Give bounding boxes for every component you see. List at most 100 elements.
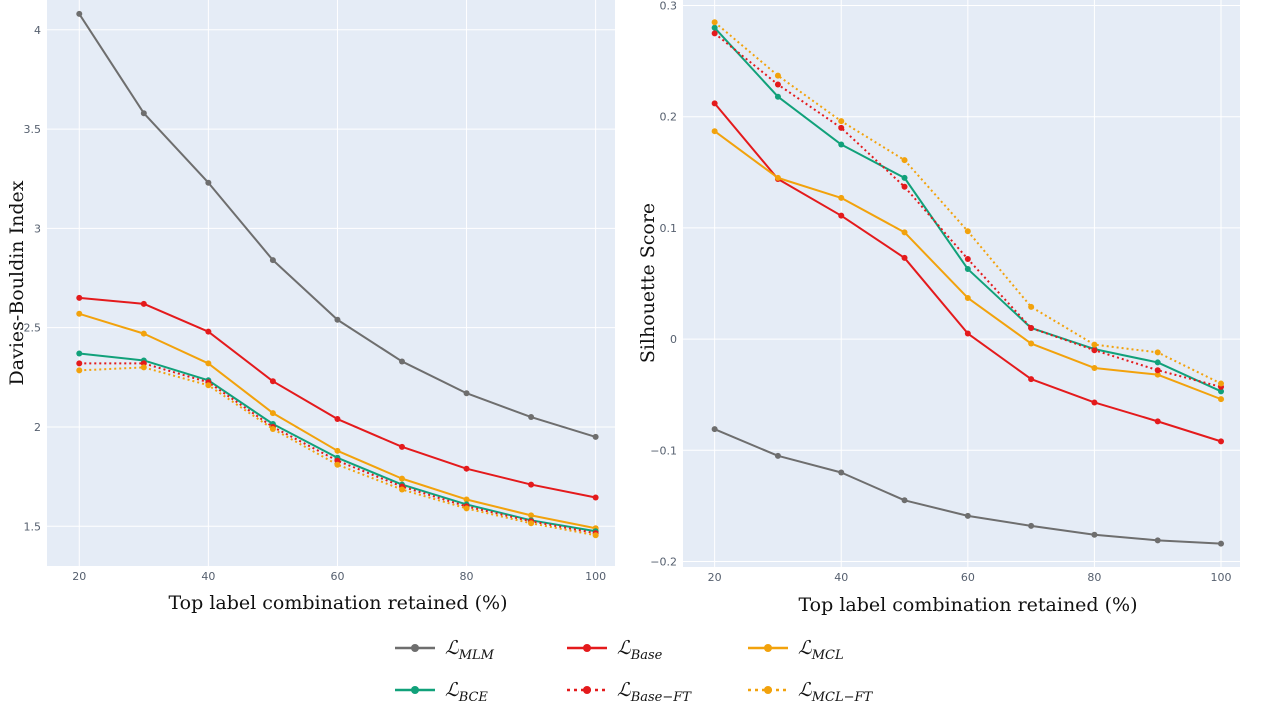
data-point-mlm — [76, 10, 83, 17]
y-tick-label: 4 — [34, 24, 41, 37]
x-tick-label: 100 — [585, 570, 606, 583]
data-point-mcl_ft — [1154, 349, 1161, 356]
data-point-base — [399, 443, 405, 450]
legend-label-subscript: MLM — [458, 648, 495, 663]
data-point-mcl_ft — [838, 118, 845, 125]
data-point-base_ft — [1028, 324, 1035, 331]
data-point-mcl — [838, 194, 845, 201]
data-point-mcl_ft — [76, 367, 83, 374]
legend-item-mlm: ℒMLM — [395, 637, 495, 663]
data-point-base_ft — [901, 183, 908, 190]
data-point-mcl_ft — [269, 425, 276, 432]
y-tick-label: 0.2 — [660, 111, 678, 124]
legend-item-mcl: ℒMCL — [748, 637, 844, 663]
data-point-base — [592, 494, 599, 501]
series-mlm — [711, 426, 1225, 547]
data-point-bce — [1218, 388, 1225, 395]
x-tick-label: 80 — [1087, 571, 1101, 584]
data-point-mcl — [901, 229, 908, 236]
data-point-mlm — [838, 469, 845, 476]
chart-panel-2: 20 40 60 80 100 −0.2 −0.1 0 0.1 0.2 0.3 Top label c… — [637, 0, 1240, 616]
data-point-mcl_ft — [205, 382, 212, 389]
data-point-mcl_ft — [528, 520, 535, 527]
data-point-base — [205, 328, 212, 335]
data-point-mcl — [964, 294, 971, 301]
y-axis-title: Davies-Bouldin Index — [6, 180, 28, 385]
data-point-base — [76, 294, 83, 301]
series-mcl_ft — [76, 364, 599, 539]
data-point-base — [1028, 376, 1035, 383]
data-point-mlm — [774, 452, 781, 459]
x-tick-label: 60 — [330, 570, 344, 583]
data-point-mcl — [140, 330, 147, 337]
x-tick-label: 20 — [708, 571, 722, 584]
series-base_ft — [711, 30, 1225, 390]
data-point-mcl — [269, 410, 276, 417]
x-tick-label: 100 — [1211, 571, 1232, 584]
legend-label: ℒBase−FT — [617, 679, 692, 705]
x-tick-label: 40 — [201, 570, 215, 583]
data-point-mlm — [901, 497, 908, 504]
legend-label: ℒBCE — [445, 679, 488, 705]
data-point-base — [901, 254, 908, 261]
series-mlm — [76, 10, 599, 440]
data-point-mlm — [964, 512, 971, 519]
legend-swatch-marker — [411, 686, 419, 694]
data-point-base — [838, 212, 845, 219]
data-point-mcl — [399, 475, 405, 482]
data-point-mcl_ft — [399, 486, 405, 493]
y-tick-label: 2 — [34, 421, 41, 434]
y-tick-label: 0 — [670, 333, 677, 346]
data-point-mcl — [528, 512, 535, 519]
legend-label-subscript: Base — [630, 648, 663, 663]
data-point-bce — [76, 350, 83, 357]
y-tick-label: 2.5 — [24, 322, 42, 335]
data-point-bce — [838, 141, 845, 148]
data-point-base — [1154, 418, 1161, 425]
data-point-mcl_ft — [964, 228, 971, 235]
data-point-mcl — [1154, 371, 1161, 378]
data-point-mlm — [463, 390, 470, 397]
legend-swatch-marker — [764, 686, 772, 694]
data-point-base_ft — [774, 81, 781, 88]
data-point-base — [964, 330, 971, 337]
series-base — [76, 294, 599, 501]
legend-label-subscript: BCE — [458, 690, 489, 705]
series-mcl — [711, 128, 1225, 403]
y-tick-label: 1.5 — [24, 520, 42, 533]
data-point-mcl_ft — [774, 72, 781, 79]
data-point-mlm — [711, 426, 718, 433]
legend-item-base: ℒBase — [567, 637, 663, 663]
data-point-mcl — [1091, 364, 1098, 371]
data-point-mcl_ft — [901, 157, 908, 164]
data-point-bce — [964, 266, 971, 273]
data-point-base_ft — [964, 256, 971, 263]
legend-label: ℒMCL — [798, 637, 844, 663]
data-point-mcl_ft — [334, 461, 341, 468]
series-line-base_ft — [79, 362, 596, 535]
data-point-mcl_ft — [1218, 380, 1225, 387]
legend-swatch-marker — [764, 644, 772, 652]
x-tick-label: 60 — [961, 571, 975, 584]
y-tick-label: 3 — [34, 222, 41, 235]
data-point-mcl_ft — [463, 505, 470, 512]
legend-label-subscript: Base−FT — [630, 690, 693, 705]
data-point-base_ft — [1091, 347, 1098, 354]
data-point-mcl_ft — [711, 19, 718, 26]
legend-item-bce: ℒBCE — [395, 679, 488, 705]
chart-panel-1: 20 40 60 80 100 1.5 2 2.5 3 3.5 4 Top label combina… — [6, 0, 615, 614]
legend-swatch-marker — [583, 686, 591, 694]
data-point-mcl_ft — [592, 532, 599, 539]
data-point-base_ft — [711, 30, 718, 37]
x-axis-title: Top label combination retained (%) — [168, 592, 507, 614]
y-tick-label: 3.5 — [24, 123, 42, 136]
legend-item-mcl_ft: ℒMCL−FT — [748, 679, 873, 705]
data-point-mlm — [1218, 540, 1225, 547]
data-point-mlm — [1028, 522, 1035, 529]
data-point-mcl_ft — [1028, 303, 1035, 310]
data-point-mcl — [205, 360, 212, 367]
data-point-mcl — [76, 310, 83, 317]
data-point-base — [528, 481, 535, 488]
series-mcl_ft — [711, 19, 1225, 387]
